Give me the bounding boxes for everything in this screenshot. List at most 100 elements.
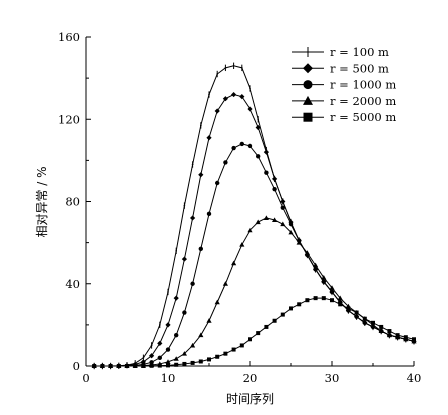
data-point [190,342,196,348]
data-point [166,363,170,368]
data-point [174,332,179,338]
data-point [198,332,204,338]
data-point [157,355,162,360]
data-point [378,328,384,334]
data-point [182,310,187,315]
data-point [116,364,121,368]
data-point [248,337,252,342]
ticks: 0 10 20 30 40 0 40 80 120 160 [58,30,421,385]
legend-item: r = 1000 m [292,78,396,92]
data-point [239,94,245,100]
data-point [190,281,195,286]
legend-square-icon [303,112,313,122]
data-point [272,217,278,223]
legend-item: r = 500 m [292,61,389,75]
data-point [190,215,196,221]
data-point [222,96,228,102]
y-tick-label: 160 [58,30,80,44]
data-point [264,324,269,329]
data-point [173,295,179,301]
x-tick-label: 20 [243,371,258,385]
data-point [247,143,253,149]
data-point [223,160,228,165]
y-tick-label: 0 [73,359,80,373]
data-point [264,170,269,175]
data-point [338,302,343,307]
data-point [167,288,169,296]
data-point [223,351,228,356]
data-point [215,180,220,186]
data-point [386,332,392,338]
legend-item: r = 5000 m [292,110,396,124]
data-point [239,141,244,147]
data-point [321,274,327,280]
data-point [224,64,227,72]
data-point [256,331,261,336]
series-layer [91,62,417,370]
x-tick-label: 0 [82,371,89,385]
y-tick-label: 80 [65,195,80,209]
series-line [94,143,415,367]
data-point [231,145,236,151]
data-point [141,364,146,368]
data-point [241,64,243,72]
data-point [157,340,163,346]
data-point [231,347,236,352]
data-point [321,279,326,284]
series-line [94,217,415,367]
data-point [354,310,359,315]
legend-label: r = 2000 m [330,94,396,108]
series-circle [92,141,417,369]
data-point [354,314,359,319]
data-point [403,335,408,340]
data-point [313,267,318,272]
data-point [181,351,187,356]
legend-triangle-icon [303,95,313,105]
data-point [149,360,154,365]
data-point [288,229,294,235]
data-point [232,62,235,69]
data-point [165,322,171,328]
legend-item: r = 2000 m [292,94,396,108]
data-point [149,363,154,368]
data-point [329,285,335,290]
data-point [263,149,269,155]
data-point [255,124,261,131]
data-point [255,219,261,225]
data-point [362,320,367,326]
data-point [321,296,326,301]
data-point [200,122,202,129]
data-point [280,198,286,205]
data-point [387,329,392,334]
legend-label: r = 100 m [330,45,389,59]
series-line [94,94,415,367]
data-point [247,227,253,233]
data-point [247,106,253,112]
data-point [159,321,161,329]
data-point [346,306,351,311]
x-axis-label: 时间序列 [226,391,274,406]
legend-circle-icon [303,80,313,90]
data-point [272,176,278,182]
data-point [182,361,187,366]
data-point [272,186,277,192]
data-point [198,359,203,364]
data-point [256,154,261,159]
x-tick-label: 40 [407,371,422,385]
data-point [208,91,210,98]
data-point [329,289,335,295]
data-point [412,337,416,342]
data-point [165,359,171,364]
data-point [280,205,285,210]
data-point [190,360,195,365]
data-point [191,161,194,168]
data-point [206,135,212,141]
legend-item: r = 100 m [292,45,389,59]
legend-label: r = 5000 m [330,110,396,124]
data-point [214,299,220,305]
series-square [92,296,416,368]
legend: r = 100 m r = 500 m r = 1000 m r = 2000 m r … [292,45,396,124]
data-point [92,364,97,368]
data-point [337,295,343,301]
